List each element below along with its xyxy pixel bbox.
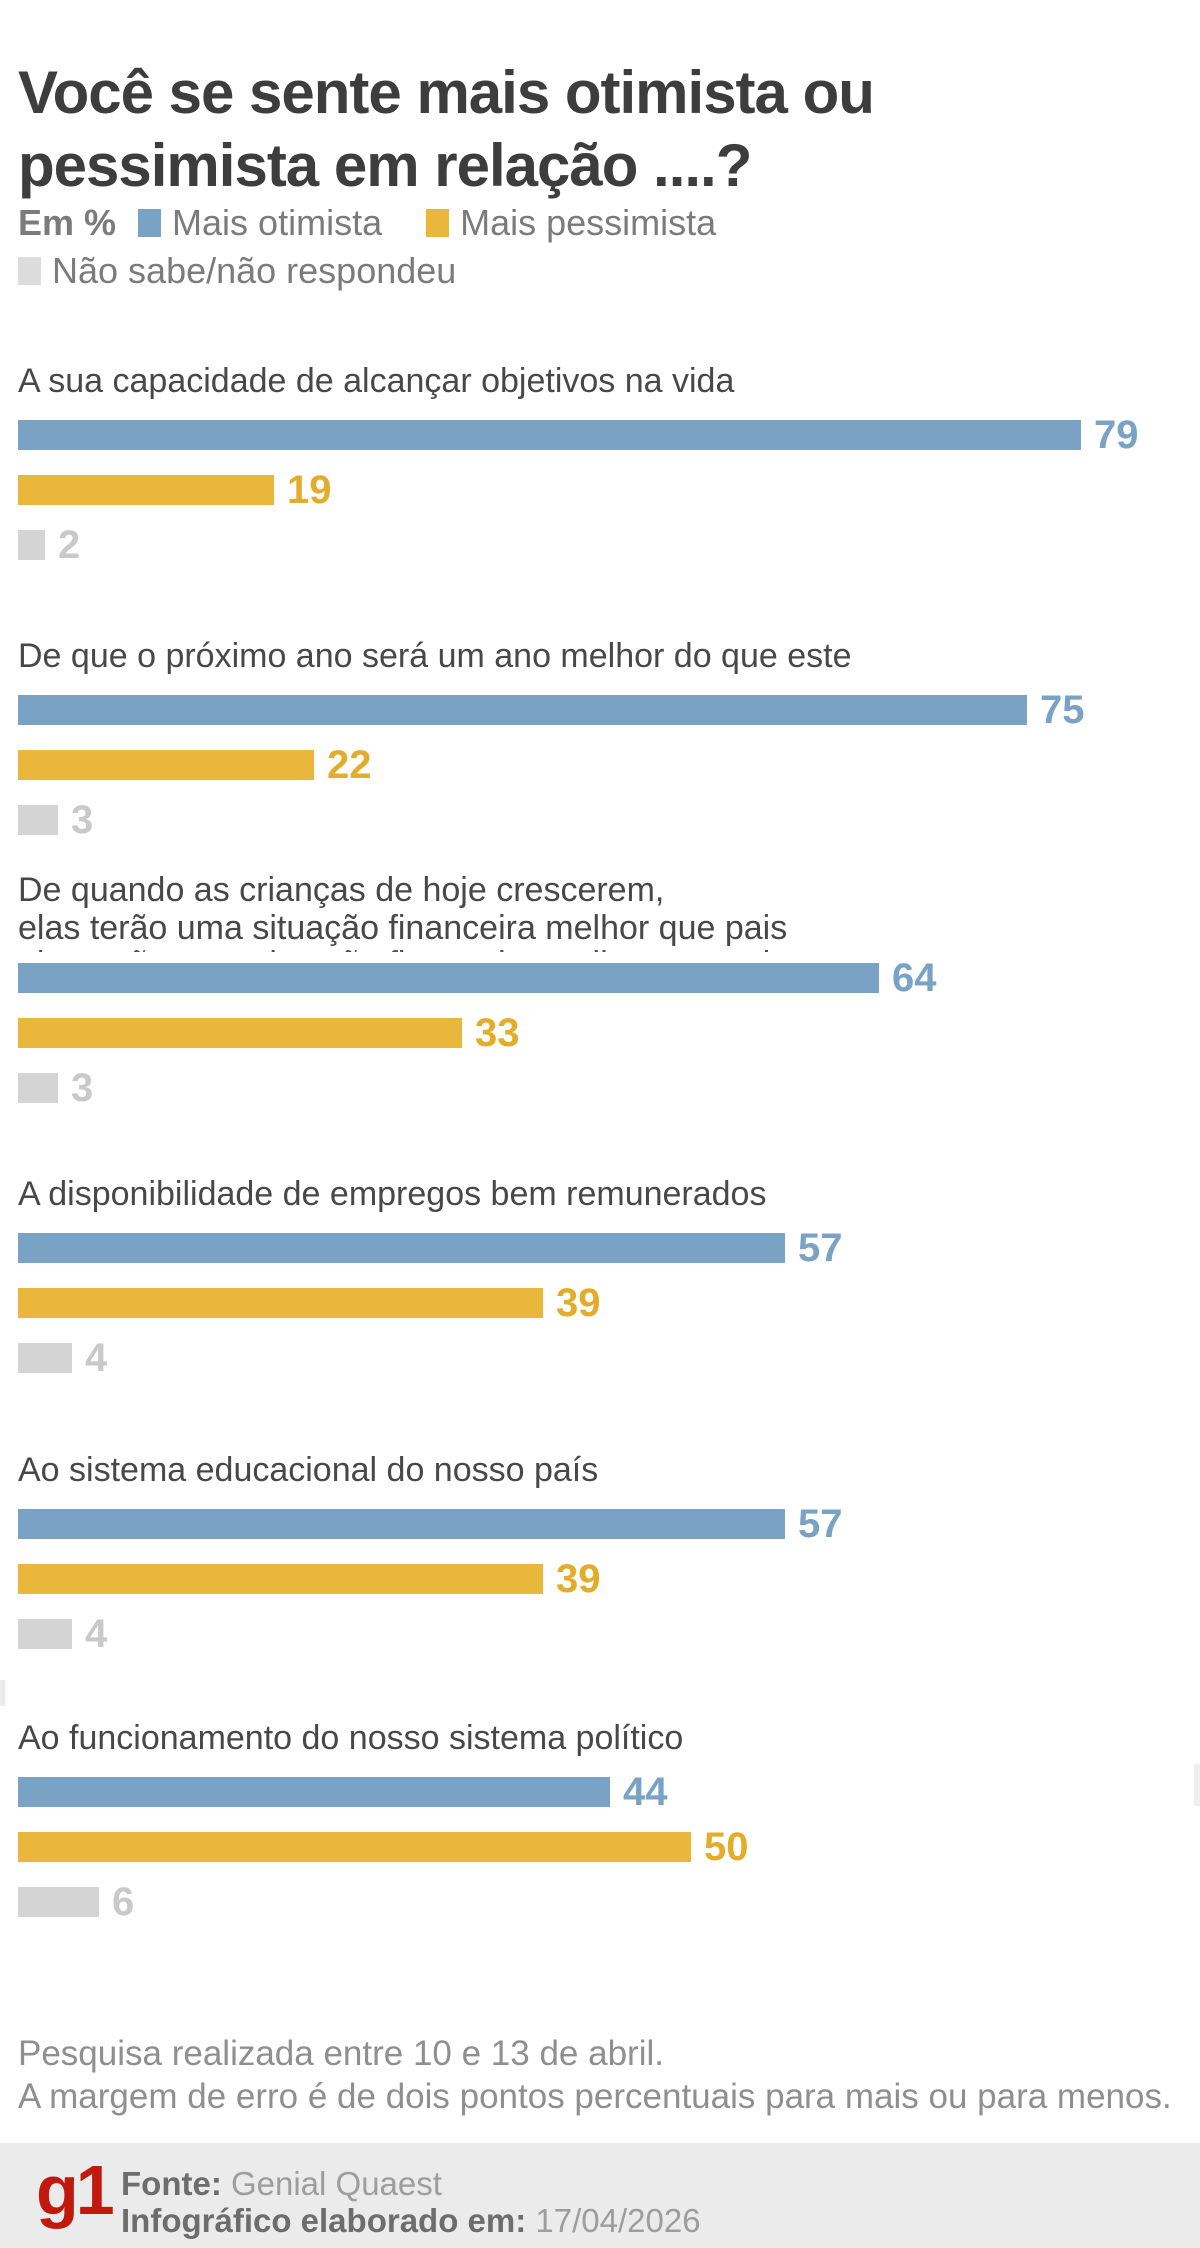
optimist-bar [18,1233,785,1263]
unknown-swatch-icon [18,257,41,285]
unknown-value: 4 [85,1336,108,1380]
bar-row: 39 [18,1557,601,1601]
pessimist-value: 50 [704,1825,749,1869]
source-label: Fonte: [121,2165,222,2202]
made-label: Infográfico elaborado em: [121,2202,527,2239]
optimist-value: 57 [798,1226,843,1270]
bar-row: 3 [18,1066,94,1110]
bar-row: 79 [18,413,1139,457]
unknown-bar [18,1073,58,1103]
unknown-value: 4 [85,1612,108,1656]
footnotes: Pesquisa realizada entre 10 e 13 de abri… [18,2032,1172,2118]
chart-group: De que o próximo ano será um ano melhor … [18,637,1182,840]
optimist-bar [18,1509,785,1539]
category-label: Ao sistema educacional do nosso país [18,1451,599,1489]
optimist-bar [18,420,1081,450]
legend-item-pessimist: Mais pessimista [426,202,716,244]
left-edge-artifact [0,1680,5,1706]
unknown-bar [18,530,45,560]
right-edge-artifact [1194,1764,1200,1806]
pessimist-value: 39 [556,1281,601,1325]
optimist-value: 44 [623,1770,668,1814]
pessimist-bar [18,1288,543,1318]
legend-item-optimist: Mais otimista [138,202,382,244]
unknown-bar [18,1887,99,1917]
category-label: A disponibilidade de empregos bem remune… [18,1175,767,1213]
chart-group: A disponibilidade de empregos bem remune… [18,1175,1182,1378]
legend-label: Mais pessimista [460,202,717,243]
pessimist-swatch-icon [426,209,450,237]
chart-group: A sua capacidade de alcançar objetivos n… [18,362,1182,565]
optimist-value: 57 [798,1502,843,1546]
bar-row: 4 [18,1336,108,1380]
bar-row: 3 [18,798,94,842]
optimist-bar [18,963,879,993]
bar-row: 2 [18,523,81,567]
optimist-bar [18,1777,610,1807]
legend-label: Não sabe/não respondeu [52,250,457,291]
source-value: Genial Quaest [221,2165,442,2202]
pessimist-value: 33 [475,1011,520,1055]
category-label: De que o próximo ano será um ano melhor … [18,637,852,675]
bar-row: 44 [18,1770,668,1814]
optimist-bar [18,695,1027,725]
bar-row: 22 [18,743,372,787]
optimist-value: 79 [1094,413,1139,457]
pessimist-bar [18,1564,543,1594]
page-title: Você se sente mais otimista ou pessimist… [18,59,875,200]
unknown-value: 3 [71,798,94,842]
bar-row: 57 [18,1502,843,1546]
pessimist-bar [18,1832,691,1862]
legend-label: Mais otimista [172,202,383,243]
optimist-swatch-icon [138,209,162,237]
optimist-value: 75 [1040,688,1085,732]
legend-row-2: Não sabe/não respondeu [18,250,456,292]
pessimist-bar [18,1018,462,1048]
bar-row: 39 [18,1281,601,1325]
footnote-survey-dates: Pesquisa realizada entre 10 e 13 de abri… [18,2034,664,2073]
legend-item-unknown: Não sabe/não respondeu [18,250,456,292]
bar-row: 4 [18,1612,108,1656]
unit-label: Em % [18,202,117,243]
footnote-margin-of-error: A margem de erro é de dois pontos percen… [18,2077,1172,2116]
unknown-bar [18,1343,72,1373]
source-line: Fonte: Genial Quaest [121,2165,701,2202]
pessimist-value: 22 [327,743,372,787]
chart-group: Ao sistema educacional do nosso país 57 … [18,1451,1182,1654]
unknown-value: 3 [71,1066,94,1110]
bar-row: 57 [18,1226,843,1270]
clipped-text-artifact: elas terão uma situação financeira melho… [18,945,1192,952]
pessimist-value: 39 [556,1557,601,1601]
bar-row: 33 [18,1011,520,1055]
footer-bar: g1 Fonte: Genial Quaest Infográfico elab… [0,2143,1200,2248]
optimist-value: 64 [892,956,937,1000]
bar-row: 6 [18,1880,135,1924]
unknown-value: 6 [112,1880,135,1924]
pessimist-bar [18,750,314,780]
unknown-bar [18,1619,72,1649]
chart-group: De quando as crianças de hoje crescerem,… [18,871,1182,1108]
date-line: Infográfico elaborado em: 17/04/2026 [121,2202,701,2239]
pessimist-value: 19 [287,468,332,512]
category-label: De quando as crianças de hoje crescerem,… [18,871,788,947]
credits: Fonte: Genial Quaest Infográfico elabora… [121,2165,701,2239]
category-label: Ao funcionamento do nosso sistema políti… [18,1719,684,1757]
bar-row: 19 [18,468,332,512]
category-label: A sua capacidade de alcançar objetivos n… [18,362,735,400]
legend-row-1: Em % Mais otimista Mais pessimista [18,202,716,244]
bar-row: 64 [18,956,937,1000]
bar-row: 75 [18,688,1085,732]
pessimist-bar [18,475,274,505]
made-value: 17/04/2026 [526,2202,701,2239]
unknown-bar [18,805,58,835]
unknown-value: 2 [58,523,81,567]
chart-group: Ao funcionamento do nosso sistema políti… [18,1719,1182,1922]
bar-row: 50 [18,1825,749,1869]
g1-logo: g1 [36,2151,115,2229]
